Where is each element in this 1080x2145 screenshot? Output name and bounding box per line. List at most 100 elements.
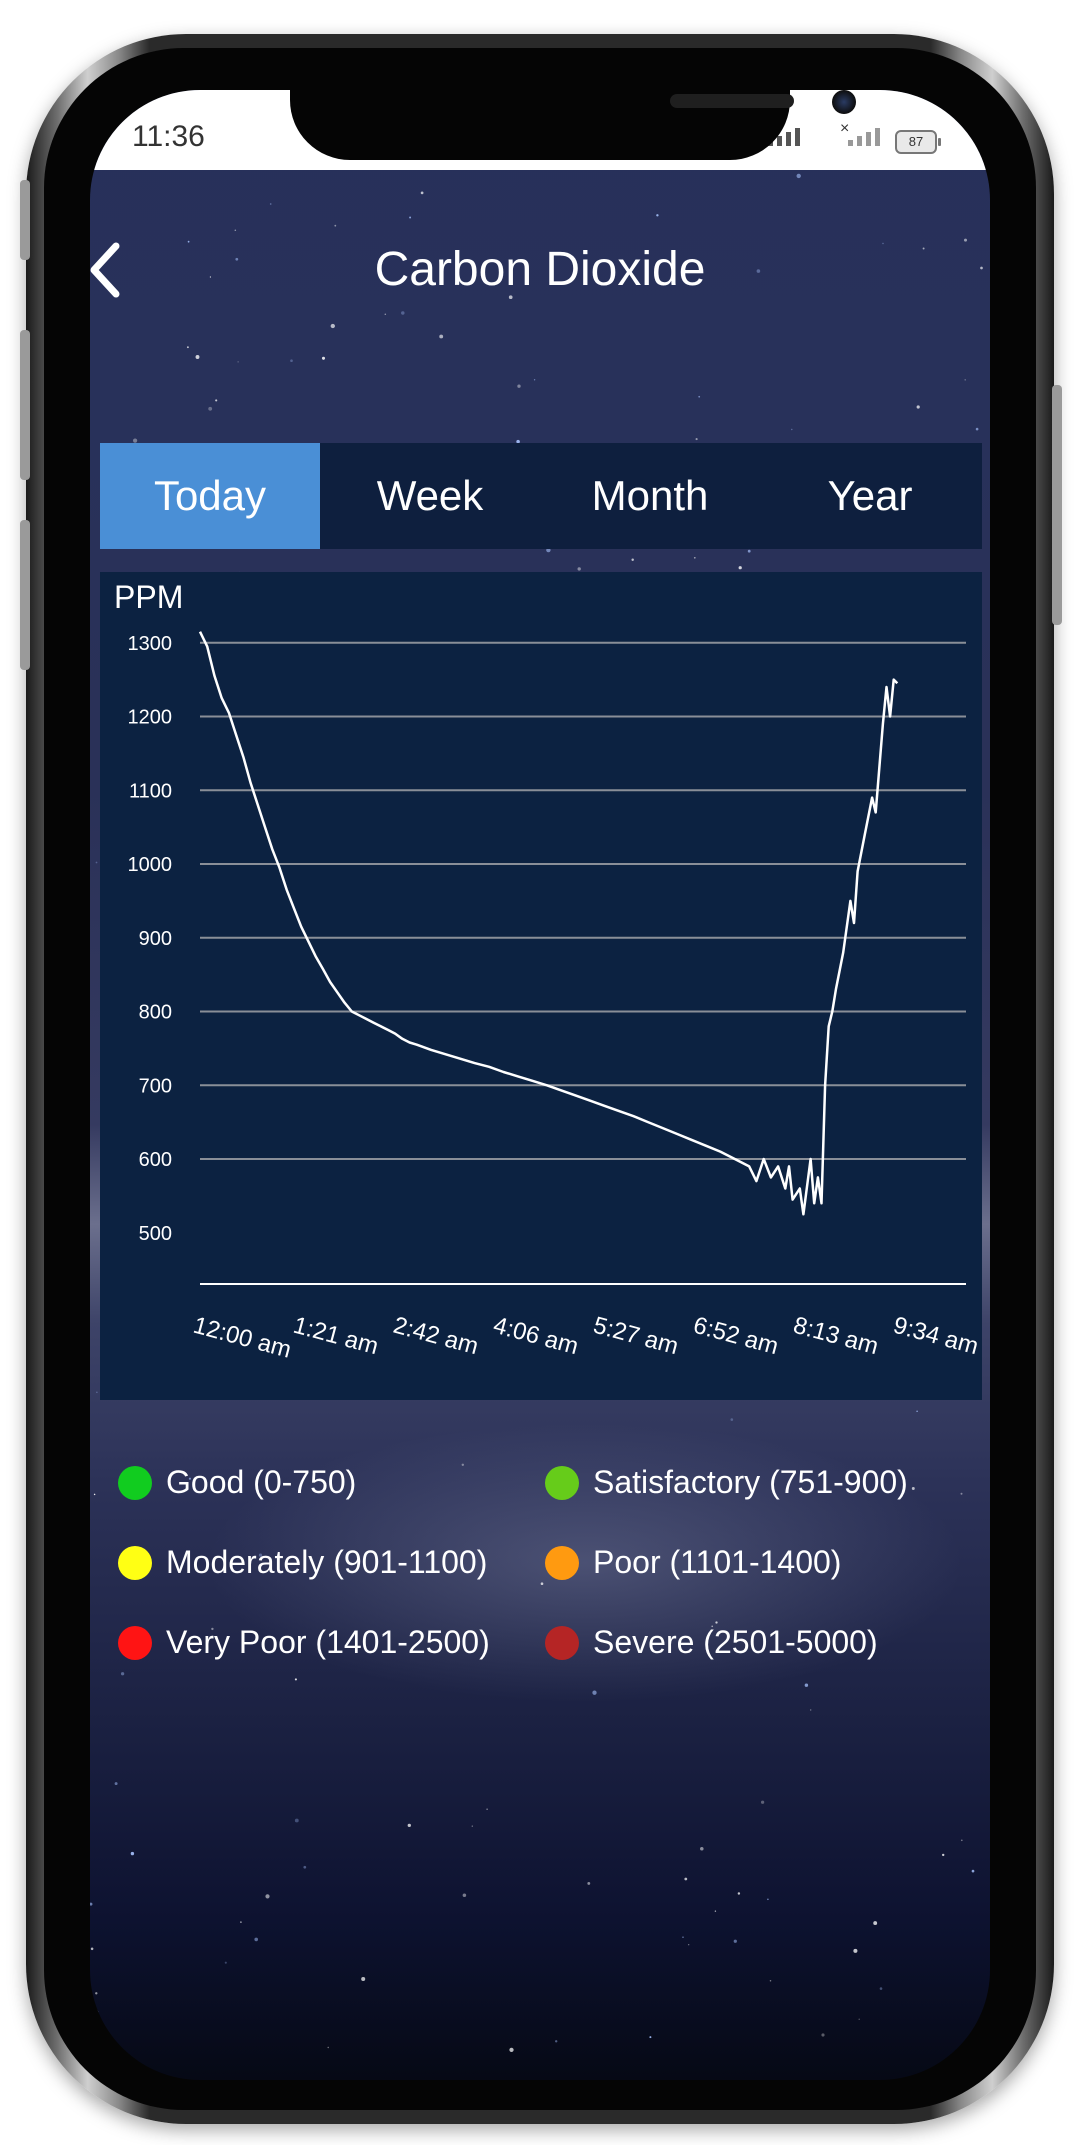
star <box>290 359 293 363</box>
star <box>796 173 801 179</box>
star <box>737 1892 741 1895</box>
star <box>269 203 272 205</box>
star <box>693 556 696 559</box>
x-tick-label: 9:34 am <box>890 1312 981 1361</box>
notch <box>290 90 856 160</box>
star <box>809 1709 812 1711</box>
y-tick-label: 1000 <box>128 854 173 876</box>
star <box>235 257 239 261</box>
star <box>294 1678 297 1681</box>
legend-dot-very-poor <box>118 1625 152 1660</box>
star <box>756 269 761 273</box>
y-tick-label: 1200 <box>128 707 173 729</box>
star <box>240 1921 242 1923</box>
legend-label-poor: Poor (1101-1400) <box>593 1544 842 1580</box>
star <box>258 1553 263 1557</box>
star <box>714 1910 717 1912</box>
star <box>361 1976 366 1982</box>
legend-label-moderately: Moderately (901-1100) <box>166 1544 488 1580</box>
star <box>237 361 239 363</box>
y-tick-label: 600 <box>139 1149 172 1171</box>
star <box>187 240 190 243</box>
star <box>555 2040 558 2043</box>
star <box>682 1936 684 1938</box>
star <box>684 1877 688 1881</box>
star <box>224 1961 227 1964</box>
star <box>879 1987 883 1990</box>
y-tick-label: 500 <box>139 1223 172 1245</box>
chevron-left-icon[interactable] <box>90 230 160 310</box>
legend-item-very-poor: Very Poor (1401-2500) <box>118 1624 490 1661</box>
star <box>747 549 751 553</box>
star <box>711 1625 714 1628</box>
legend-item-moderately: Moderately (901-1100) <box>118 1544 487 1581</box>
star <box>964 238 967 242</box>
legend-dot-satisfactory <box>545 1465 579 1500</box>
legend-label-satisfactory: Satisfactory (751-900) <box>593 1464 908 1500</box>
legend-dot-poor <box>545 1545 579 1580</box>
star <box>960 1839 963 1842</box>
star <box>715 1621 718 1624</box>
legend-label-severe: Severe (2501-5000) <box>593 1624 878 1660</box>
legend-item-poor: Poor (1101-1400) <box>545 1544 841 1581</box>
star <box>294 1818 299 1823</box>
star <box>882 242 884 245</box>
star <box>769 1980 772 1982</box>
star <box>409 216 412 219</box>
star <box>804 1683 809 1687</box>
volume-down-button <box>20 520 30 670</box>
star <box>592 1690 597 1695</box>
legend-label-very-poor: Very Poor (1401-2500) <box>166 1624 490 1660</box>
no-signal-icon: × <box>840 120 850 137</box>
star <box>517 384 521 388</box>
star <box>508 295 513 300</box>
star <box>791 428 793 431</box>
tab-month[interactable]: Month <box>591 472 709 519</box>
speaker-grille <box>670 94 794 108</box>
x-tick-label: 5:27 am <box>590 1312 681 1361</box>
star <box>733 1939 737 1943</box>
tab-today[interactable]: Today <box>100 443 320 549</box>
star <box>577 567 581 571</box>
signal-2-icon <box>848 128 880 146</box>
star <box>698 395 701 398</box>
star <box>407 1823 411 1828</box>
star <box>265 1894 270 1899</box>
y-tick-label: 900 <box>139 928 172 950</box>
star <box>533 379 536 381</box>
y-tick-label: 1300 <box>128 633 173 655</box>
star <box>321 356 326 360</box>
star <box>195 355 200 359</box>
x-tick-label: 4:06 am <box>490 1312 581 1361</box>
star <box>439 334 444 339</box>
volume-up-button <box>20 330 30 480</box>
legend-dot-severe <box>545 1625 579 1660</box>
x-tick-label: 6:52 am <box>690 1312 781 1361</box>
front-camera <box>832 90 856 114</box>
y-tick-label: 1100 <box>129 780 172 802</box>
star <box>916 1410 918 1413</box>
star <box>695 438 698 441</box>
star <box>922 247 925 250</box>
legend-dot-moderately <box>118 1545 152 1580</box>
star <box>471 1825 473 1827</box>
tab-year[interactable]: Year <box>827 472 913 519</box>
co2-line-chart: PPM 500 600 700 800 900 1000 1100 1200 1300 12:00 … <box>114 579 981 1364</box>
star <box>96 1391 98 1393</box>
legend-item-satisfactory: Satisfactory (751-900) <box>545 1464 908 1501</box>
star <box>209 276 212 278</box>
star <box>95 861 98 864</box>
star <box>853 1948 858 1953</box>
y-tick-label: 800 <box>139 1002 172 1024</box>
star <box>631 558 634 561</box>
tab-week[interactable]: Week <box>376 472 484 519</box>
star <box>649 2036 652 2039</box>
star <box>384 313 387 316</box>
star <box>821 2033 825 2037</box>
star <box>858 2018 860 2020</box>
star <box>254 1937 259 1942</box>
star <box>211 1627 214 1631</box>
x-tick-label: 1:21 am <box>290 1312 381 1361</box>
star <box>873 1921 878 1926</box>
star <box>546 547 551 553</box>
